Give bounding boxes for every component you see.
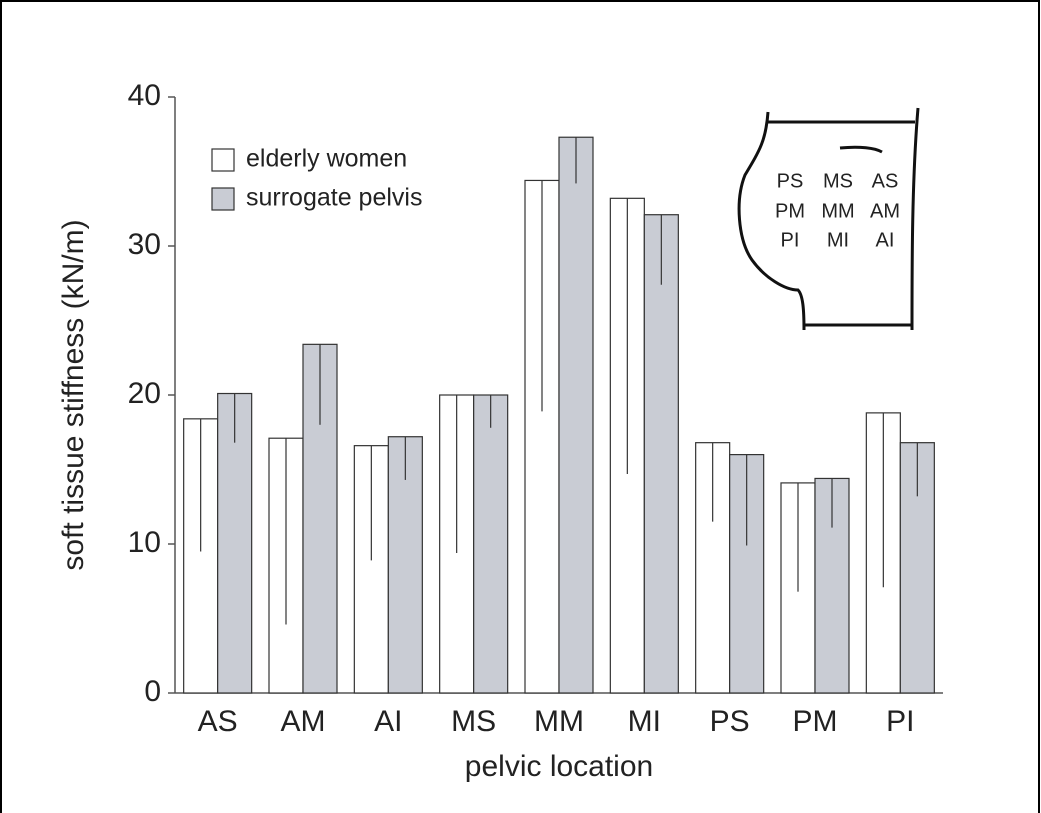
y-tick-label: 10: [128, 526, 161, 559]
legend-label: surrogate pelvis: [246, 184, 422, 212]
x-axis-title: pelvic location: [465, 750, 653, 783]
legend-swatch: [211, 148, 235, 172]
y-axis-title: soft tissue stiffness (kN/m): [57, 219, 90, 570]
bar: [558, 136, 594, 694]
legend-label: elderly women: [246, 145, 407, 173]
x-tick-label: PI: [886, 705, 914, 738]
bar: [643, 214, 679, 694]
x-tick-label: PM: [793, 705, 838, 738]
bar: [217, 392, 253, 694]
x-tick-label: AS: [198, 705, 238, 738]
inset-label: AM: [870, 200, 900, 222]
inset-label: AI: [876, 229, 895, 251]
bar: [473, 394, 509, 694]
legend-swatch: [211, 187, 235, 211]
inset-label: MI: [827, 229, 849, 251]
inset-diagram: [737, 107, 920, 331]
x-tick-label: AI: [374, 705, 402, 738]
y-tick-label: 30: [128, 228, 161, 261]
inset-label: PM: [775, 200, 805, 222]
inset-label: AS: [872, 170, 899, 192]
y-tick-label: 20: [128, 377, 161, 410]
inset-label: PI: [781, 229, 800, 251]
inset-outline: [737, 107, 920, 331]
y-tick-label: 0: [144, 675, 161, 708]
inset-label: MM: [821, 200, 854, 222]
x-tick-label: MM: [534, 705, 584, 738]
x-tick-label: PS: [710, 705, 750, 738]
y-tick-label: 40: [128, 79, 161, 112]
x-tick-label: MS: [451, 705, 496, 738]
x-tick-label: MI: [628, 705, 661, 738]
inset-label: MS: [823, 170, 853, 192]
x-tick-label: AM: [281, 705, 326, 738]
inset-label: PS: [777, 170, 804, 192]
